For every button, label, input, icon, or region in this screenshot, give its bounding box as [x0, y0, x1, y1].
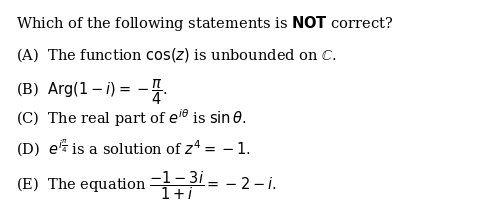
Text: Which of the following statements is $\mathbf{NOT}$ correct?: Which of the following statements is $\m…	[16, 14, 393, 33]
Text: (A)  The function $\cos(z)$ is unbounded on $\mathbb{C}$.: (A) The function $\cos(z)$ is unbounded …	[16, 46, 337, 64]
Text: (B)  $\mathrm{Arg}(1-i) = -\dfrac{\pi}{4}$.: (B) $\mathrm{Arg}(1-i) = -\dfrac{\pi}{4}…	[16, 78, 168, 107]
Text: (E)  The equation $\dfrac{-1-3i}{1+i} = -2-i$.: (E) The equation $\dfrac{-1-3i}{1+i} = -…	[16, 169, 277, 202]
Text: (C)  The real part of $e^{i\theta}$ is $\sin\theta$.: (C) The real part of $e^{i\theta}$ is $\…	[16, 108, 247, 129]
Text: (D)  $e^{i\frac{\pi}{4}}$ is a solution of $z^4 = -1$.: (D) $e^{i\frac{\pi}{4}}$ is a solution o…	[16, 138, 250, 159]
